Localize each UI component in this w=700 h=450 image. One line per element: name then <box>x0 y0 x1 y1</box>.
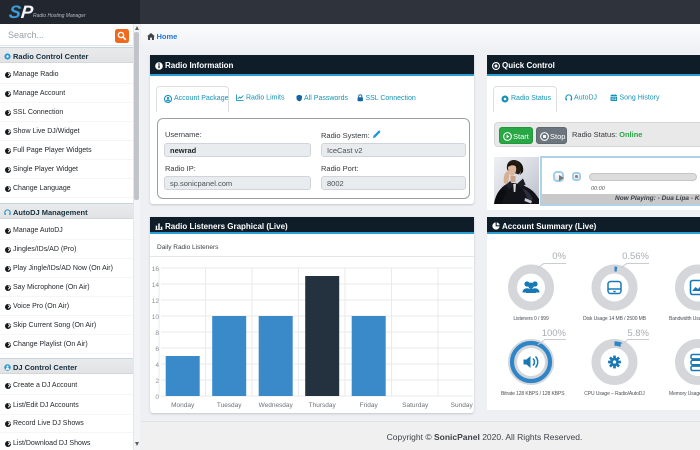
svg-text:14: 14 <box>152 282 160 289</box>
svg-text:0: 0 <box>155 394 159 401</box>
svg-text:Sunday: Sunday <box>451 402 473 409</box>
svg-text:12: 12 <box>152 298 160 305</box>
svg-text:16: 16 <box>152 266 160 273</box>
svg-text:Tuesday: Tuesday <box>217 402 242 409</box>
svg-text:Friday: Friday <box>360 402 379 409</box>
svg-text:10: 10 <box>152 314 160 321</box>
svg-text:Thursday: Thursday <box>309 402 337 409</box>
svg-text:6: 6 <box>155 346 159 353</box>
svg-text:4: 4 <box>155 362 159 369</box>
svg-text:8: 8 <box>155 330 159 337</box>
svg-text:Monday: Monday <box>171 402 195 409</box>
svg-text:2: 2 <box>155 378 159 385</box>
svg-text:Saturday: Saturday <box>402 402 429 409</box>
svg-text:Wednesday: Wednesday <box>259 402 294 409</box>
